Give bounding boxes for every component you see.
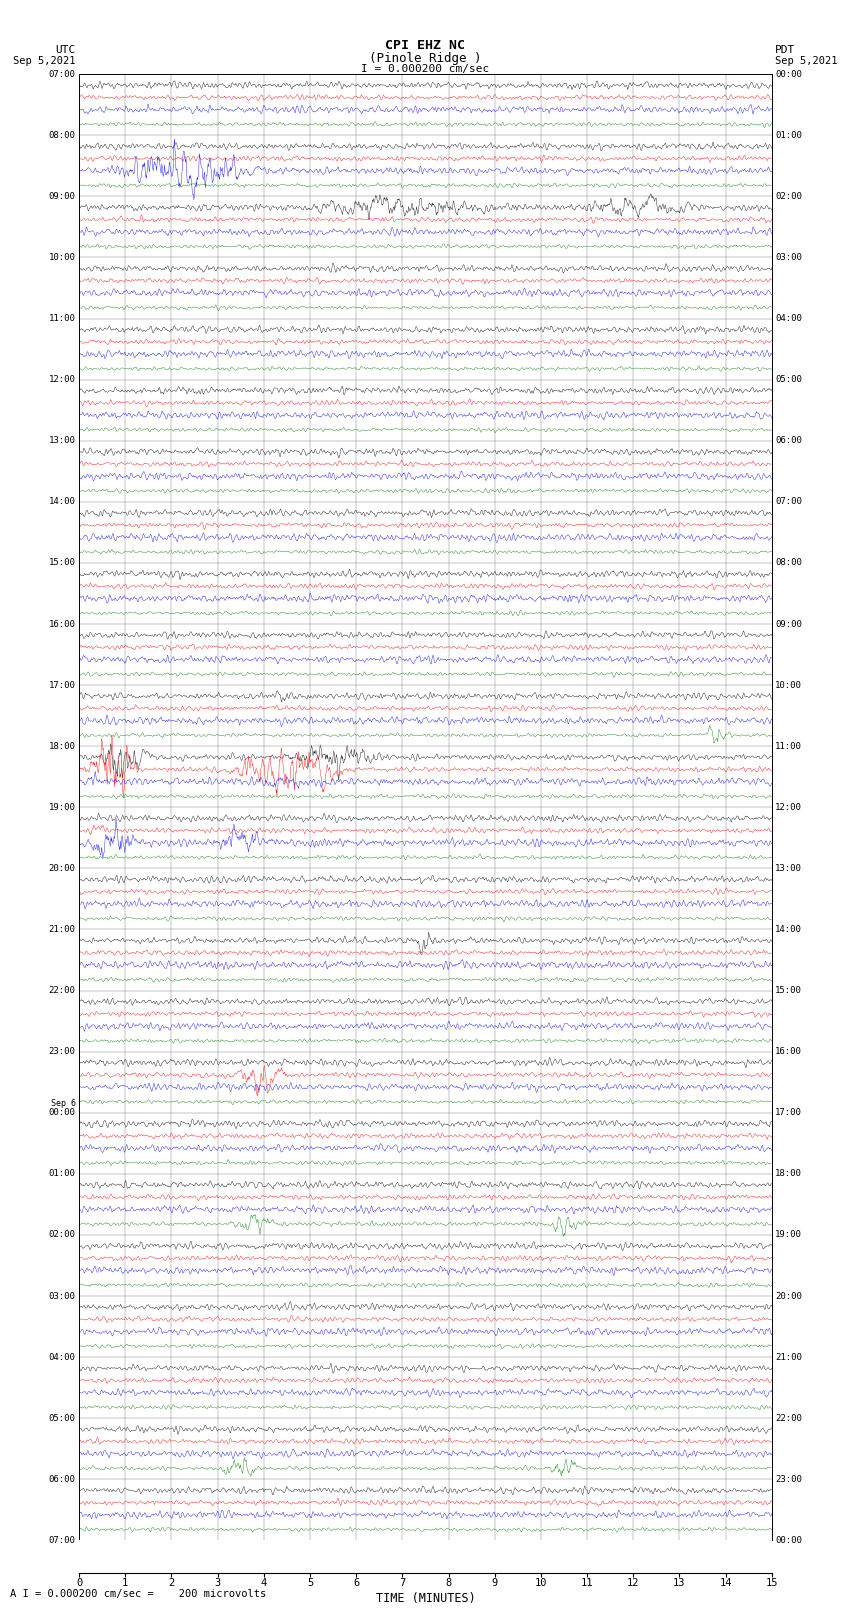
Text: 22:00: 22:00 — [48, 986, 76, 995]
Text: 02:00: 02:00 — [48, 1231, 76, 1239]
Text: 04:00: 04:00 — [775, 315, 802, 323]
Text: A I = 0.000200 cm/sec =    200 microvolts: A I = 0.000200 cm/sec = 200 microvolts — [10, 1589, 266, 1598]
Text: I = 0.000200 cm/sec: I = 0.000200 cm/sec — [361, 65, 489, 74]
Text: 23:00: 23:00 — [775, 1474, 802, 1484]
Text: CPI EHZ NC: CPI EHZ NC — [385, 39, 465, 52]
Text: 21:00: 21:00 — [48, 924, 76, 934]
Text: 19:00: 19:00 — [48, 803, 76, 811]
Text: Sep 5,2021: Sep 5,2021 — [13, 56, 76, 66]
Text: 07:00: 07:00 — [775, 497, 802, 506]
X-axis label: TIME (MINUTES): TIME (MINUTES) — [376, 1592, 475, 1605]
Text: 18:00: 18:00 — [48, 742, 76, 750]
Text: (Pinole Ridge ): (Pinole Ridge ) — [369, 52, 481, 65]
Text: 13:00: 13:00 — [775, 865, 802, 873]
Text: 12:00: 12:00 — [775, 803, 802, 811]
Text: 14:00: 14:00 — [775, 924, 802, 934]
Text: 02:00: 02:00 — [775, 192, 802, 202]
Text: 11:00: 11:00 — [775, 742, 802, 750]
Text: 00:00: 00:00 — [775, 1536, 802, 1545]
Text: 03:00: 03:00 — [48, 1292, 76, 1300]
Text: 14:00: 14:00 — [48, 497, 76, 506]
Text: 23:00: 23:00 — [48, 1047, 76, 1057]
Text: 06:00: 06:00 — [48, 1474, 76, 1484]
Text: 17:00: 17:00 — [48, 681, 76, 690]
Text: 09:00: 09:00 — [48, 192, 76, 202]
Text: 20:00: 20:00 — [775, 1292, 802, 1300]
Text: 22:00: 22:00 — [775, 1413, 802, 1423]
Text: 03:00: 03:00 — [775, 253, 802, 261]
Text: UTC: UTC — [55, 45, 76, 55]
Text: 10:00: 10:00 — [48, 253, 76, 261]
Text: 15:00: 15:00 — [48, 558, 76, 568]
Text: Sep 6: Sep 6 — [51, 1098, 76, 1108]
Text: 15:00: 15:00 — [775, 986, 802, 995]
Text: 21:00: 21:00 — [775, 1353, 802, 1361]
Text: 01:00: 01:00 — [48, 1169, 76, 1179]
Text: 01:00: 01:00 — [775, 131, 802, 140]
Text: 04:00: 04:00 — [48, 1353, 76, 1361]
Text: 16:00: 16:00 — [775, 1047, 802, 1057]
Text: 18:00: 18:00 — [775, 1169, 802, 1179]
Text: 20:00: 20:00 — [48, 865, 76, 873]
Text: 08:00: 08:00 — [48, 131, 76, 140]
Text: 06:00: 06:00 — [775, 436, 802, 445]
Text: 17:00: 17:00 — [775, 1108, 802, 1118]
Text: 05:00: 05:00 — [48, 1413, 76, 1423]
Text: PDT: PDT — [775, 45, 796, 55]
Text: 10:00: 10:00 — [775, 681, 802, 690]
Text: 07:00: 07:00 — [48, 1536, 76, 1545]
Text: 19:00: 19:00 — [775, 1231, 802, 1239]
Text: 13:00: 13:00 — [48, 436, 76, 445]
Text: 07:00: 07:00 — [48, 69, 76, 79]
Text: 12:00: 12:00 — [48, 376, 76, 384]
Text: 05:00: 05:00 — [775, 376, 802, 384]
Text: 09:00: 09:00 — [775, 619, 802, 629]
Text: Sep 5,2021: Sep 5,2021 — [775, 56, 838, 66]
Text: 08:00: 08:00 — [775, 558, 802, 568]
Text: 00:00: 00:00 — [775, 69, 802, 79]
Text: 00:00: 00:00 — [48, 1108, 76, 1118]
Text: 16:00: 16:00 — [48, 619, 76, 629]
Text: 11:00: 11:00 — [48, 315, 76, 323]
